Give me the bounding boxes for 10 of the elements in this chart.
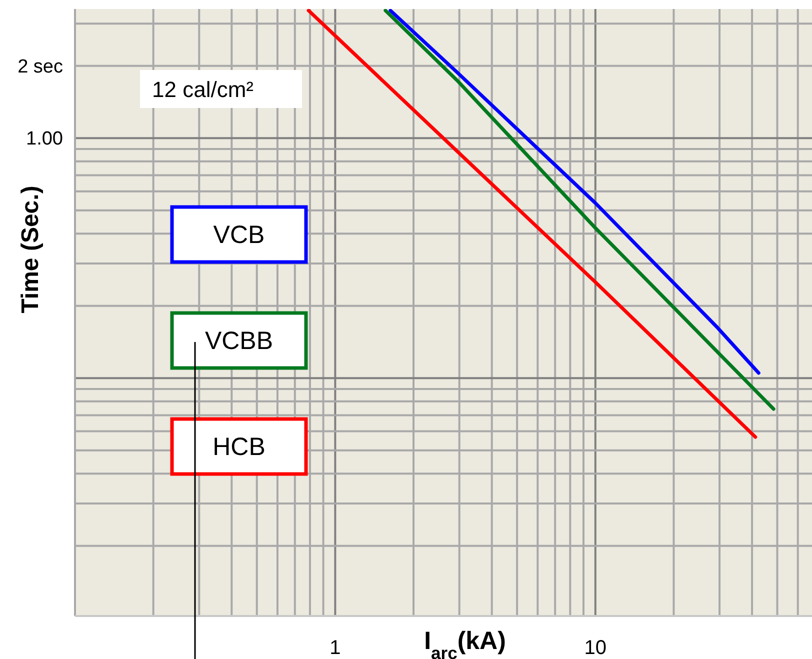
x-axis-title: I$_{arc}$(kA) xyxy=(424,627,506,659)
y-axis-title: Time (Sec.) xyxy=(17,186,44,314)
text: VCBB xyxy=(204,327,274,355)
x-tick-label: 10 xyxy=(584,637,607,659)
text: HCB xyxy=(212,433,266,461)
annotation: 12 cal/cm² xyxy=(152,77,254,102)
text: VCB xyxy=(213,221,265,249)
y-tick-label: 2 sec xyxy=(18,56,63,78)
y-tick-label: 1.00 xyxy=(26,128,63,150)
x-tick-label: 1 xyxy=(330,637,341,659)
